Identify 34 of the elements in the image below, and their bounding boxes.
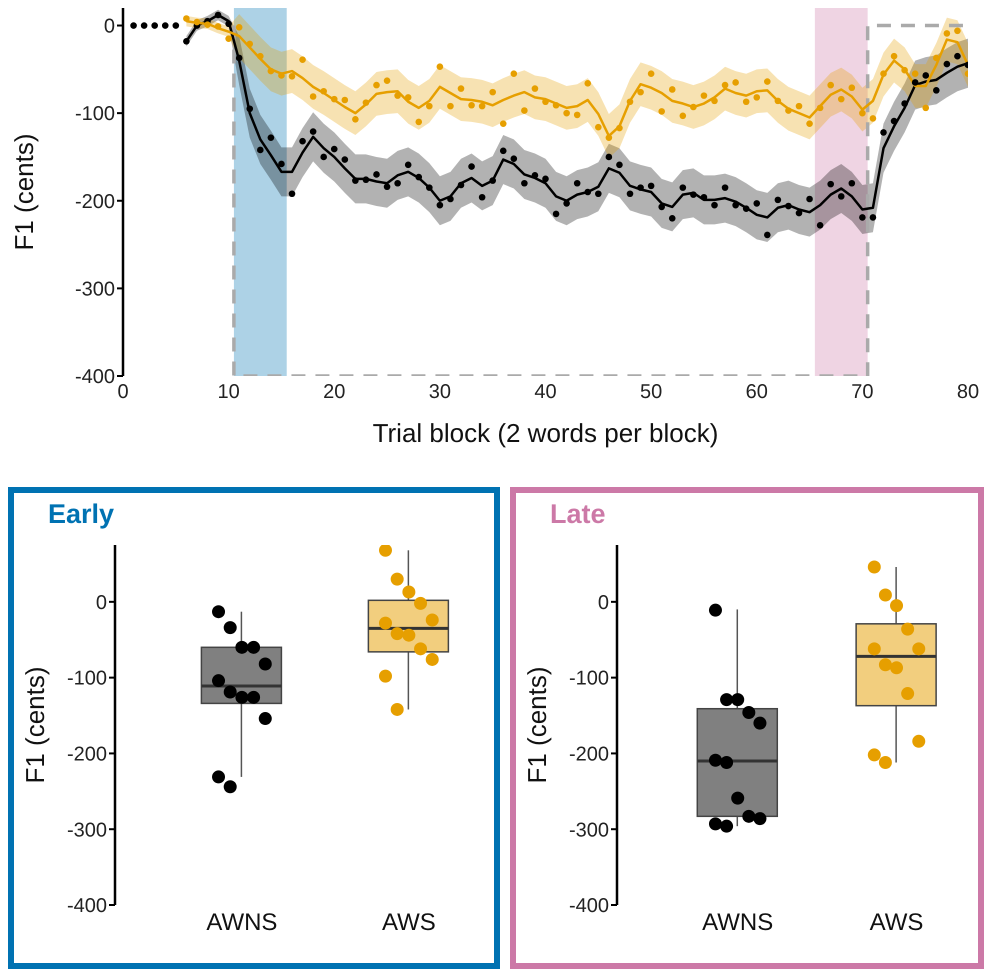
x-tick-label: 10 (218, 381, 240, 404)
y-axis-title: F1 (cents) (20, 666, 50, 784)
y-tick-label: -400 (66, 895, 107, 918)
y-tick-label: -100 (74, 103, 115, 126)
x-axis-title: Trial block (2 words per block) (372, 418, 718, 448)
y-tick-label: -200 (74, 190, 115, 213)
y-axis-title: F1 (cents) (9, 133, 40, 251)
y-tick-label: -200 (66, 744, 107, 766)
x-tick-label: AWS (382, 909, 436, 936)
x-tick-label: 0 (117, 381, 129, 404)
y-tick-label: 0 (96, 592, 107, 614)
y-tick-label: -300 (568, 819, 609, 842)
y-tick-label: -200 (568, 744, 609, 766)
x-tick-label: 20 (323, 381, 346, 404)
y-tick-label: 0 (598, 592, 609, 614)
y-tick-label: -400 (74, 366, 115, 388)
y-tick-label: -300 (74, 278, 115, 300)
x-tick-label: 40 (534, 381, 557, 404)
x-tick-label: AWNS (206, 909, 278, 936)
chart-title: Late (550, 499, 606, 530)
chart-title: Early (48, 499, 114, 530)
x-tick-label: 60 (746, 381, 768, 404)
x-tick-label: AWS (870, 909, 924, 936)
x-tick-label: 50 (640, 381, 662, 404)
y-tick-label: -100 (66, 668, 107, 690)
y-tick-label: -300 (66, 819, 107, 842)
y-axis-title: F1 (cents) (522, 666, 552, 784)
x-tick-label: 70 (851, 381, 874, 404)
x-tick-label: 80 (956, 381, 980, 404)
x-tick-label: AWNS (702, 909, 774, 936)
y-tick-label: -400 (568, 895, 609, 918)
y-tick-label: -100 (568, 668, 609, 690)
y-tick-label: 0 (104, 16, 115, 38)
x-tick-label: 30 (428, 381, 451, 404)
